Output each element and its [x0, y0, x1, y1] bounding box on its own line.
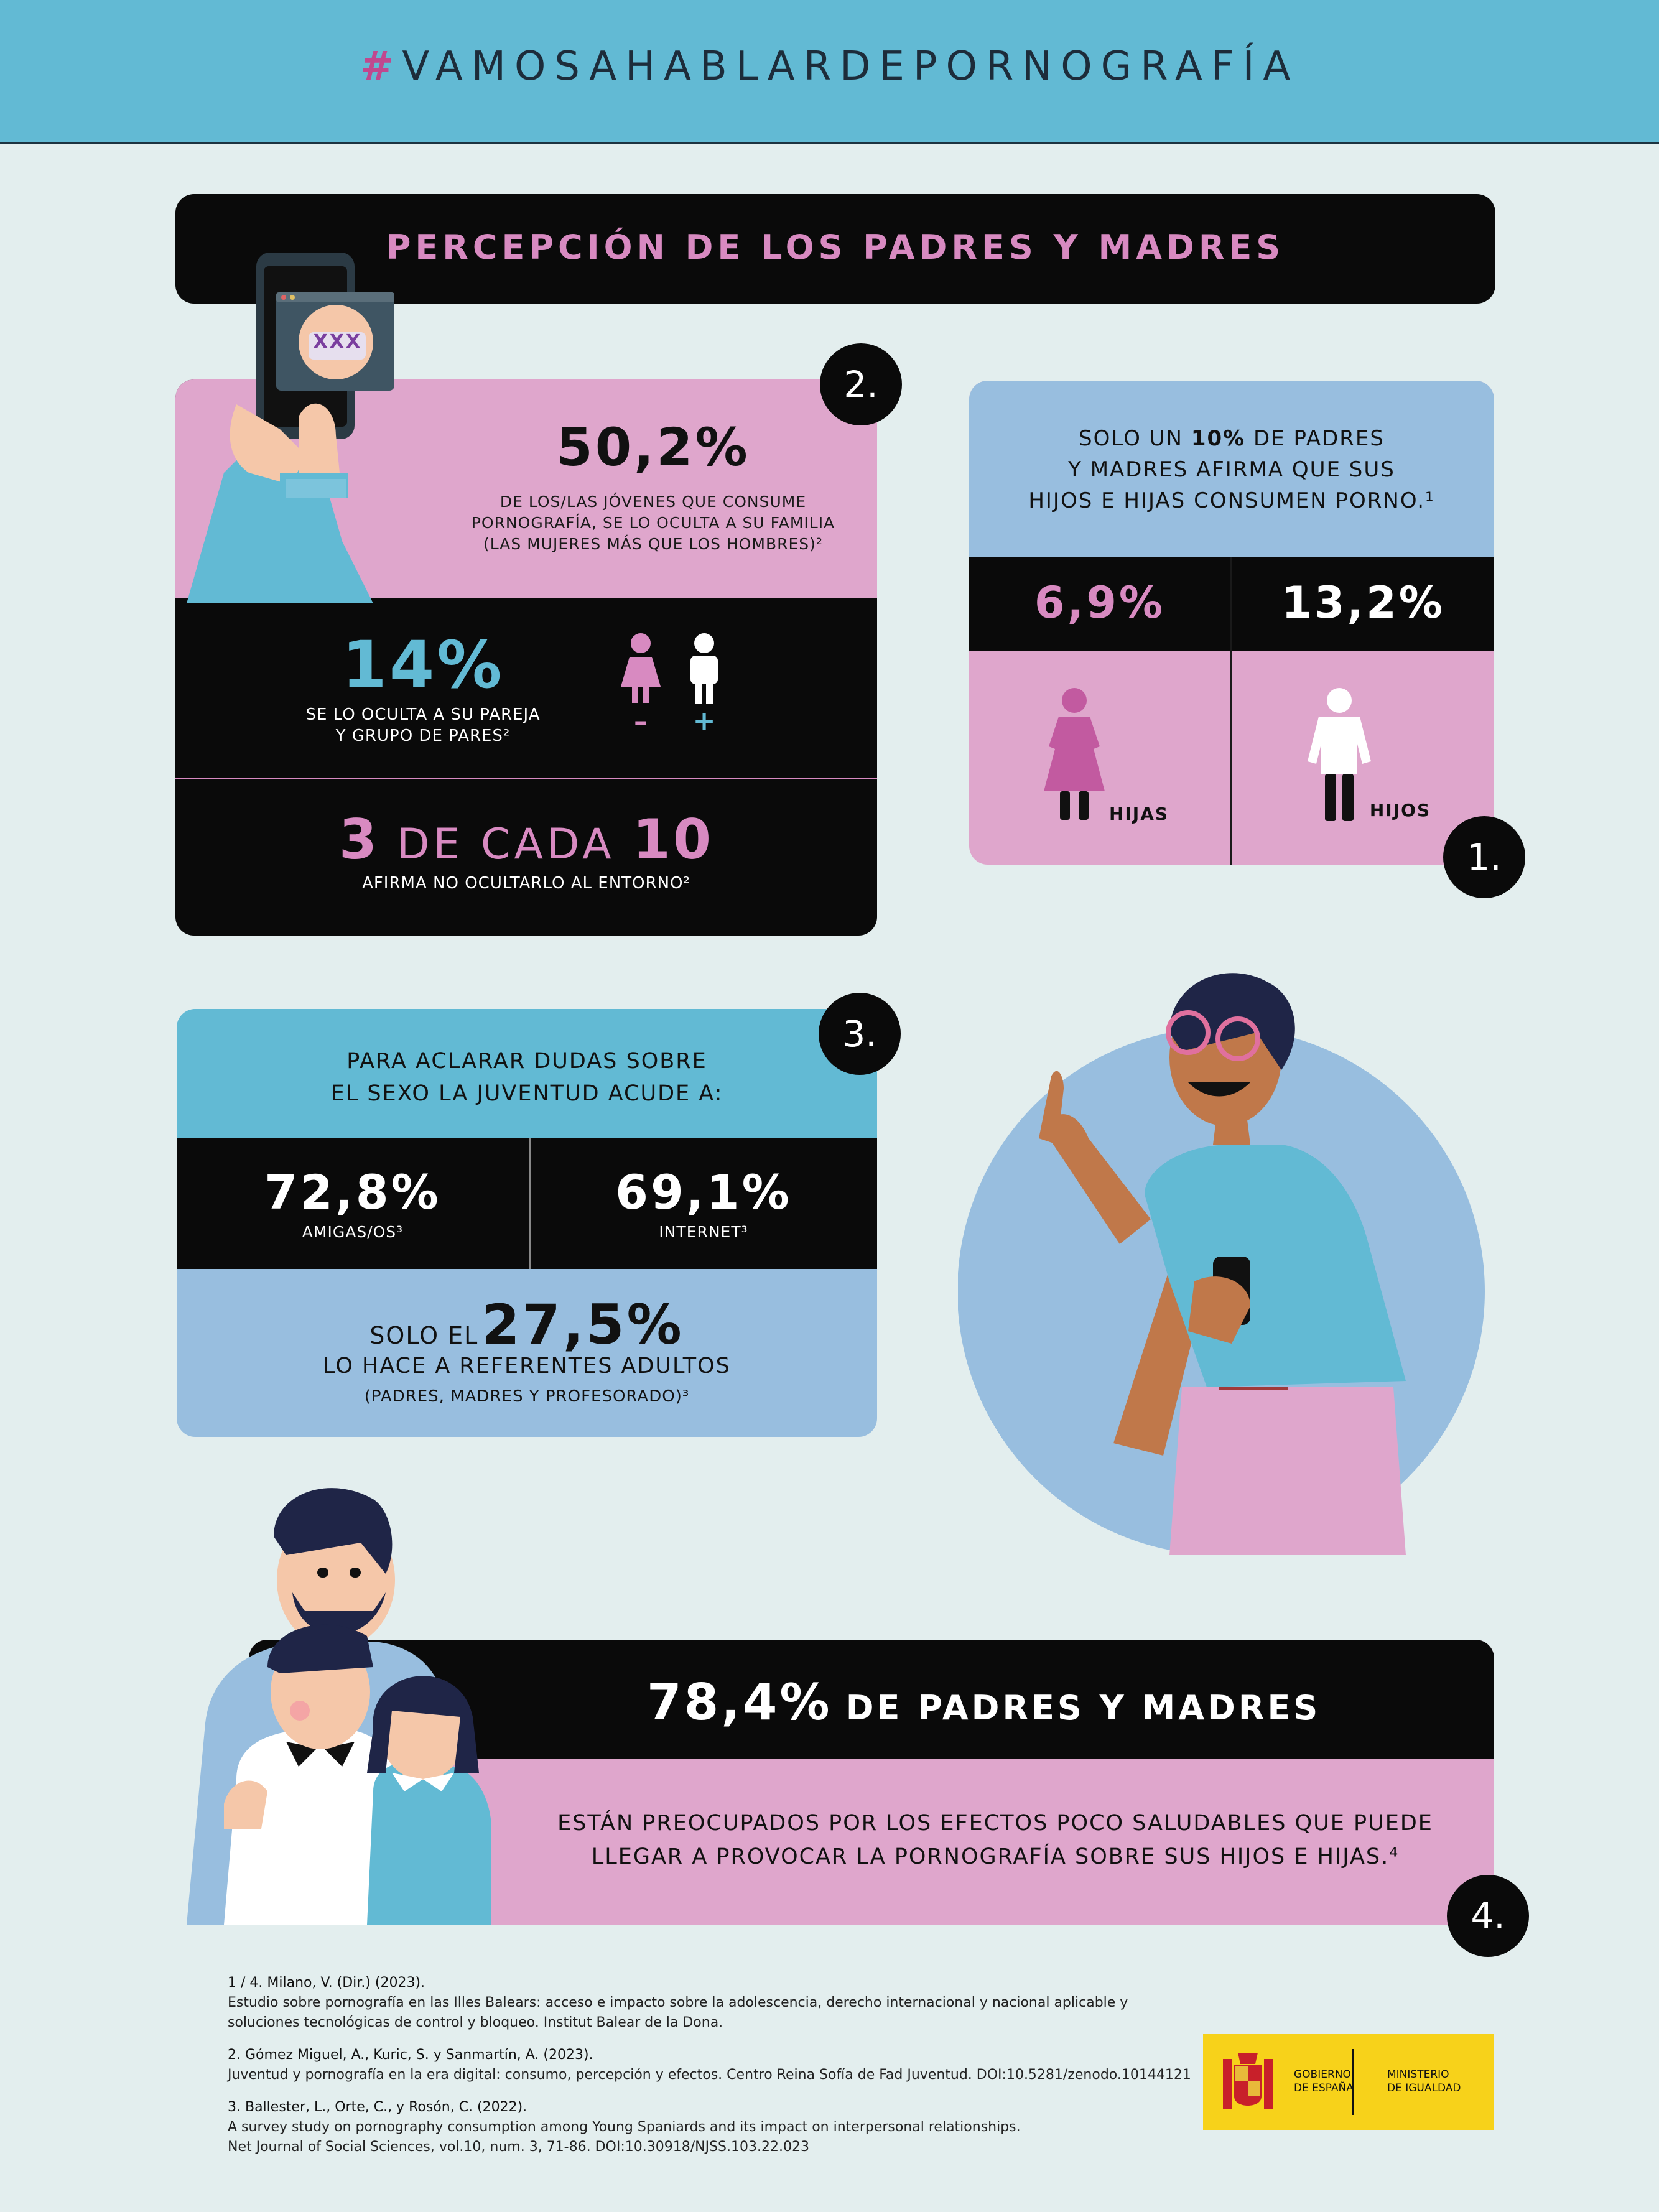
reference-2-line1: Juventud y pornografía en la era digital…	[228, 2067, 1191, 2083]
logo-left-text: GOBIERNO DE ESPAÑA	[1294, 2068, 1354, 2095]
reference-1-line2: soluciones tecnológicas de control y blo…	[228, 2015, 723, 2030]
boys-label: HIJOS	[1369, 800, 1431, 820]
pct-14: 14%	[342, 627, 504, 703]
ten-number: 10	[632, 807, 714, 871]
only-pre: SOLO EL	[369, 1322, 479, 1349]
section1-divider	[1230, 557, 1232, 865]
section4-pct: 78,4%	[647, 1673, 832, 1731]
phone-hand-illustration	[187, 253, 394, 603]
female-icon	[621, 633, 661, 703]
boy-figure-icon	[1308, 688, 1371, 821]
reference-3: 3. Ballester, L., Orte, C., y Rosón, C. …	[228, 2098, 1248, 2157]
section3-black-row	[177, 1138, 877, 1269]
header-bar	[0, 0, 1659, 144]
section2-main-desc-line2: PORNOGRAFÍA, SE LO OCULTA A SU FAMILIA	[471, 514, 835, 532]
section2-main-desc-line3: (LAS MUJERES MÁS QUE LOS HOMBRES)²	[483, 535, 823, 553]
section3-cyan-panel	[177, 1009, 877, 1138]
only-pct: 27,5%	[481, 1293, 684, 1357]
girl-figure-icon	[1044, 688, 1105, 820]
three-number: 3	[338, 807, 380, 871]
section3-intro-line2: EL SEXO LA JUVENTUD ACUDE A:	[330, 1081, 723, 1106]
friends-label: AMIGAS/OS³	[302, 1223, 404, 1241]
girls-label: HIJAS	[1108, 804, 1169, 824]
section4-heading: 78,4% DE PADRES Y MADRES	[647, 1673, 1480, 1731]
desc-14-line2: Y GRUPO DE PARES²	[335, 727, 511, 745]
logo-right-line2: DE IGUALDAD	[1387, 2082, 1461, 2094]
girls-pct: 6,9%	[1034, 577, 1166, 628]
section1-intro-line1: SOLO UN 10% DE PADRES	[969, 423, 1494, 454]
section4-badge: 4.	[1447, 1875, 1529, 1957]
government-logo: GOBIERNO DE ESPAÑA MINISTERIO DE IGUALDA…	[1203, 2034, 1494, 2130]
logo-left-line1: GOBIERNO	[1294, 2068, 1351, 2081]
reference-1: 1 / 4. Milano, V. (Dir.) (2023). Estudio…	[228, 1973, 1248, 2033]
section4-title: DE PADRES Y MADRES	[845, 1688, 1321, 1727]
section4-desc-line1: ESTÁN PREOCUPADOS POR LOS EFECTOS POCO S…	[557, 1811, 1433, 1836]
section1-blue-panel	[969, 381, 1494, 557]
reference-2-head: 2. Gómez Miguel, A., Kuric, S. y Sanmart…	[228, 2047, 593, 2063]
section1-badge: 1.	[1443, 816, 1525, 898]
section1-intro: SOLO UN 10% DE PADRES Y MADRES AFIRMA QU…	[969, 423, 1494, 516]
reference-1-head: 1 / 4. Milano, V. (Dir.) (2023).	[228, 1975, 425, 1991]
section2-main-desc: DE LOS/LAS JÓVENES QUE CONSUME PORNOGRAF…	[435, 491, 871, 555]
intro-pre: SOLO UN	[1079, 426, 1183, 451]
de-cada-text: DE CADA	[397, 820, 615, 869]
hashtag-text: VAMOSAHABLARDEPORNOGRAFÍA	[402, 44, 1299, 90]
minus-sign: –	[634, 705, 648, 737]
section3-badge: 3.	[819, 993, 901, 1075]
only-line2: LO HACE A REFERENTES ADULTOS	[323, 1354, 731, 1378]
logo-left-line2: DE ESPAÑA	[1294, 2082, 1354, 2094]
section2-main-desc-line1: DE LOS/LAS JÓVENES QUE CONSUME	[500, 493, 807, 511]
desc-14-line1: SE LO OCULTA A SU PAREJA	[305, 705, 541, 724]
section3-intro-line1: PARA ACLARAR DUDAS SOBRE	[346, 1049, 707, 1074]
references: 1 / 4. Milano, V. (Dir.) (2023). Estudio…	[228, 1973, 1248, 2157]
page-title: PERCEPCIÓN DE LOS PADRES Y MADRES	[386, 228, 1285, 267]
section4-desc-line2: LLEGAR A PROVOCAR LA PORNOGRAFÍA SOBRE S…	[591, 1844, 1400, 1869]
reference-3-head: 3. Ballester, L., Orte, C., y Rosón, C. …	[228, 2099, 527, 2115]
section2-main-pct: 50,2%	[556, 417, 750, 478]
logo-right-line1: MINISTERIO	[1387, 2068, 1449, 2081]
reference-3-line2: Net Journal of Social Sciences, vol.10, …	[228, 2139, 809, 2155]
section3-intro: PARA ACLARAR DUDAS SOBRE EL SEXO LA JUVE…	[177, 1045, 877, 1110]
teen-phone-illustration	[958, 973, 1485, 1555]
reference-2: 2. Gómez Miguel, A., Kuric, S. y Sanmart…	[228, 2045, 1248, 2085]
section2-divider	[175, 778, 877, 779]
section1-intro-line2: Y MADRES AFIRMA QUE SUS	[1068, 457, 1395, 482]
internet-pct: 69,1%	[615, 1164, 792, 1220]
reference-1-line1: Estudio sobre pornografía en las Illes B…	[228, 1995, 1128, 2010]
hash-symbol: #	[360, 44, 402, 90]
section3-card	[177, 1009, 877, 1437]
male-icon	[690, 633, 718, 704]
three-of-ten: 3 DE CADA 10	[175, 807, 877, 871]
desc-14: SE LO OCULTA A SU PAREJA Y GRUPO DE PARE…	[249, 704, 597, 746]
internet-label: INTERNET³	[659, 1223, 748, 1241]
coat-of-arms-icon	[1223, 2053, 1273, 2109]
three-of-ten-desc: AFIRMA NO OCULTARLO AL ENTORNO²	[362, 874, 690, 893]
section2-badge: 2.	[820, 343, 902, 425]
phone-xxx-label: XXX	[313, 331, 363, 353]
logo-divider	[1352, 2049, 1354, 2115]
section1-intro-line3: HIJOS E HIJAS CONSUMEN PORNO.¹	[1028, 488, 1435, 513]
only-line: SOLO EL 27,5%	[177, 1293, 877, 1357]
only-line3: (PADRES, MADRES Y PROFESORADO)³	[364, 1387, 690, 1406]
plus-sign: +	[692, 705, 716, 737]
title-bar	[175, 194, 1495, 304]
intro-pct: 10%	[1191, 426, 1246, 451]
friends-pct: 72,8%	[264, 1164, 441, 1220]
section4-desc: ESTÁN PREOCUPADOS POR LOS EFECTOS POCO S…	[510, 1806, 1480, 1874]
intro-line1-post: DE PADRES	[1253, 426, 1385, 451]
logo-right-text: MINISTERIO DE IGUALDAD	[1387, 2068, 1461, 2095]
family-illustration	[187, 1488, 491, 1925]
reference-3-line1: A survey study on pornography consumptio…	[228, 2119, 1021, 2135]
section3-divider	[529, 1138, 531, 1269]
boys-pct: 13,2%	[1281, 577, 1445, 628]
hashtag-title: #VAMOSAHABLARDEPORNOGRAFÍA	[0, 44, 1659, 90]
